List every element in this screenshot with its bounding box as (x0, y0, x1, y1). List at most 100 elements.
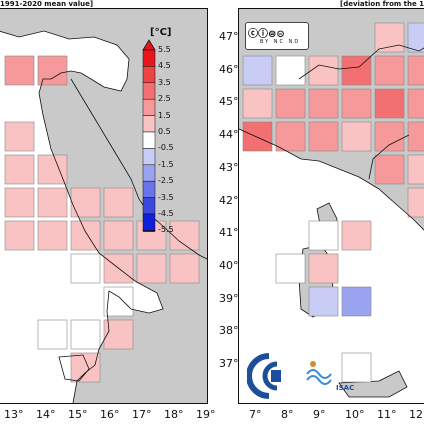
left-anomaly-cell-5 (4, 187, 35, 218)
colorbar-segment-4 (142, 115, 156, 133)
isac-logo (247, 352, 349, 400)
right-longitude-tick-label: 12° (409, 408, 424, 421)
left-anomaly-cell-9 (4, 220, 35, 251)
colorbar-tick-label: -3.5 (158, 192, 174, 202)
left-panel-caption: 1991-2020 mean value] (0, 0, 94, 8)
right-anomaly-cell-6 (374, 55, 405, 86)
isac-logo-text: ISAC (336, 384, 355, 392)
right-longitude-tick-label: 11° (377, 408, 397, 421)
right-anomaly-cell-25 (275, 253, 306, 284)
latitude-tick-label: 41° (219, 226, 239, 240)
right-anomaly-cell-1 (407, 22, 424, 53)
colorbar-segment-2 (142, 82, 156, 100)
latitude-tick-label: 38° (219, 324, 239, 338)
cnr-isac-logo-icon (247, 353, 332, 399)
left-anomaly-cell-4 (37, 154, 68, 185)
left-longitude-tick-label: 18° (164, 408, 184, 421)
right-anomaly-cell-15 (275, 121, 306, 152)
right-anomaly-cell-26 (308, 253, 339, 284)
right-map-panel (238, 8, 424, 404)
colorbar-segment-10 (142, 213, 156, 231)
colorbar-unit: [°C] (150, 27, 172, 38)
left-anomaly-cell-23 (70, 352, 101, 383)
right-longitude-tick-label: 10° (345, 408, 365, 421)
colorbar-segment-9 (142, 197, 156, 215)
left-anomaly-cell-7 (70, 187, 101, 218)
right-coastlines (239, 44, 424, 231)
colorbar-tick-label: 5.5 (158, 45, 171, 54)
right-anomaly-cell-11 (341, 88, 372, 119)
right-panel-caption: [deviation from the 1 (340, 0, 424, 8)
left-map-panel (0, 8, 208, 404)
left-longitude-tick-label: 16° (100, 408, 120, 421)
left-anomaly-cells (4, 55, 200, 383)
right-map-canvas (239, 22, 424, 403)
creative-commons-badge: ⓒⓘ⊜⊝ BY NC ND (245, 22, 309, 50)
colorbar-tick-label: -5.5 (158, 225, 174, 235)
latitude-tick-label: 45° (219, 95, 239, 109)
colorbar-tick-label: 0.5 (158, 127, 171, 136)
colorbar-segment-8 (142, 180, 156, 198)
left-map-canvas (0, 30, 207, 403)
colorbar-tick-label: -2.5 (158, 176, 174, 186)
left-anomaly-cell-8 (103, 187, 134, 218)
latitude-tick-label: 42° (219, 193, 239, 207)
right-anomaly-cell-13 (407, 88, 424, 119)
right-anomaly-cell-27 (308, 286, 339, 317)
latitude-tick-label: 43° (219, 160, 239, 174)
left-coastlines (0, 30, 207, 403)
left-anomaly-cell-17 (136, 253, 167, 284)
right-anomaly-cell-4 (308, 55, 339, 86)
colorbar-min-arrow (142, 230, 156, 232)
colorbar-tick-label: -0.5 (158, 143, 174, 153)
right-anomaly-cell-2 (242, 55, 273, 86)
right-anomaly-cell-22 (407, 187, 424, 218)
right-anomaly-cell-19 (407, 121, 424, 152)
left-anomaly-cell-18 (169, 253, 200, 284)
latitude-tick-label: 40° (219, 258, 239, 272)
colorbar-scale (142, 39, 156, 232)
right-anomaly-cell-16 (308, 121, 339, 152)
right-longitude-tick-label: 9° (313, 408, 326, 421)
left-longitude-tick-label: 19° (196, 408, 216, 421)
colorbar-segment-5 (142, 131, 156, 149)
colorbar-tick-label: 2.5 (158, 94, 171, 104)
colorbar-segment-6 (142, 148, 156, 166)
right-anomaly-cell-18 (374, 121, 405, 152)
colorbar-tick-label: 4.5 (158, 61, 171, 71)
right-anomaly-cell-23 (308, 220, 339, 251)
right-anomaly-cell-9 (275, 88, 306, 119)
latitude-tick-label: 37° (219, 357, 239, 370)
left-anomaly-cell-15 (70, 253, 101, 284)
right-anomaly-cell-20 (374, 154, 405, 185)
left-longitude-tick-label: 15° (68, 408, 88, 421)
right-anomaly-cell-3 (275, 55, 306, 86)
right-anomaly-cell-0 (374, 22, 405, 53)
left-anomaly-cell-0 (4, 55, 35, 86)
right-anomaly-cell-12 (374, 88, 405, 119)
left-anomaly-cell-21 (70, 319, 101, 350)
left-anomaly-cell-12 (103, 220, 134, 251)
colorbar-tick-label: 3.5 (158, 77, 171, 87)
colorbar (142, 39, 156, 232)
left-longitude-tick-label: 13° (4, 408, 24, 421)
right-anomaly-cell-21 (407, 154, 424, 185)
colorbar-tick-label: -1.5 (158, 159, 174, 169)
cc-license-terms-icon: BY NC ND (260, 39, 301, 45)
left-longitude-tick-label: 17° (132, 408, 152, 421)
left-anomaly-cell-2 (4, 121, 35, 152)
latitude-tick-label: 47° (219, 30, 239, 43)
right-anomaly-cell-14 (242, 121, 273, 152)
right-anomaly-cell-7 (407, 55, 424, 86)
latitude-tick-label: 46° (219, 62, 239, 76)
right-anomaly-cell-28 (341, 286, 372, 317)
left-longitude-tick-label: 14° (36, 408, 56, 421)
right-anomaly-cell-24 (341, 220, 372, 251)
right-longitude-tick-label: 8° (281, 408, 294, 421)
cc-license-icon: ⓒⓘ⊜⊝ (248, 29, 285, 40)
latitude-tick-label: 39° (219, 291, 239, 305)
latitude-tick-label: 44° (219, 128, 239, 142)
right-anomaly-cell-17 (341, 121, 372, 152)
left-anomaly-cell-22 (103, 319, 134, 350)
colorbar-segment-3 (142, 98, 156, 116)
